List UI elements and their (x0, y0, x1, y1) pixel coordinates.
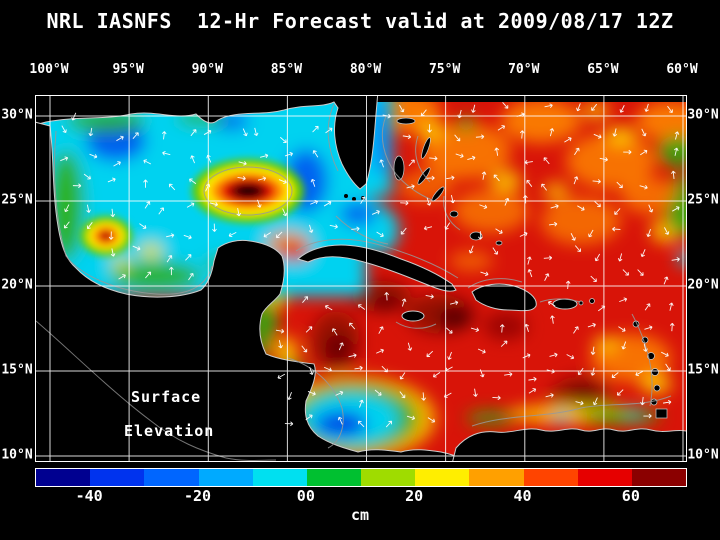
lat-label: 10°N (687, 447, 719, 463)
colorbar-segment (361, 469, 416, 486)
colorbar-segment (90, 469, 145, 486)
land-masses (36, 96, 686, 461)
lat-label: 30°N (1, 107, 33, 123)
colorbar-unit: cm (350, 506, 370, 524)
lon-label: 100°W (29, 62, 69, 77)
lon-label: 65°W (587, 62, 619, 77)
colorbar-segment (523, 469, 578, 486)
colorbar-tick-label: -40 (75, 487, 103, 505)
land-us-florida (36, 96, 379, 190)
lon-label: 80°W (349, 62, 382, 77)
colorbar-segment (577, 469, 632, 486)
colorbar-segment (198, 469, 253, 486)
current-vectors (60, 101, 680, 428)
lon-label: 90°W (191, 62, 223, 77)
lat-label: 15°N (687, 362, 719, 378)
annotation-surface: Surface (131, 388, 202, 406)
surface-elevation-map (36, 96, 686, 461)
field-atlantic-caribbean (250, 96, 686, 460)
colorbar-segment (415, 469, 470, 486)
colorbar-tick-label: 00 (296, 487, 315, 505)
left-axis-labels: 30°N 25°N 20°N 15°N 10°N (0, 95, 34, 463)
lat-label: 10°N (1, 447, 33, 463)
colorbar-tick-label: 20 (405, 487, 424, 505)
lat-label: 20°N (687, 277, 719, 293)
colorbar-segment (144, 469, 199, 486)
lon-label: 75°W (428, 62, 461, 77)
lon-label: 95°W (112, 62, 144, 77)
lon-label: 60°W (666, 62, 698, 77)
colorbar-segment (36, 469, 91, 486)
colorbar-segment (306, 469, 362, 486)
field-gulf (36, 96, 399, 296)
lat-label: 30°N (687, 107, 719, 123)
colorbar (35, 468, 687, 487)
land-mexico-central-america (36, 121, 464, 461)
lat-label: 15°N (1, 362, 33, 378)
figure-title: NRL IASNFS 12-Hr Forecast valid at 2009/… (46, 9, 674, 33)
colorbar-tick-label: -20 (183, 487, 212, 505)
land-south-america (452, 428, 686, 461)
map-frame: Surface Elevation (35, 95, 687, 462)
lon-label: 70°W (508, 62, 540, 77)
colorbar-segment (252, 469, 307, 486)
colorbar-segment (631, 469, 687, 486)
lat-label: 20°N (1, 277, 33, 293)
lon-label: 85°W (270, 62, 303, 77)
lat-label: 25°N (687, 192, 719, 208)
land-hispaniola (471, 283, 537, 312)
colorbar-segment (469, 469, 524, 486)
bathymetry-contours (36, 103, 672, 461)
land-bahamas (393, 117, 503, 246)
land-jamaica (401, 310, 425, 322)
grid-lines (36, 96, 686, 461)
colorbar-tick-label: 60 (621, 487, 640, 505)
annotation-elevation: Elevation (124, 422, 215, 440)
colorbar-tick-label: 40 (513, 487, 532, 505)
colorbar-labels: -40 -20 00 20 40 60 (35, 487, 685, 505)
lat-label: 25°N (1, 192, 33, 208)
right-axis-labels: 30°N 25°N 20°N 15°N 10°N (686, 95, 720, 463)
land-cuba (297, 244, 457, 292)
top-axis-labels: 100°W 95°W 90°W 85°W 80°W 75°W 70°W 65°W 60°W (29, 60, 697, 80)
